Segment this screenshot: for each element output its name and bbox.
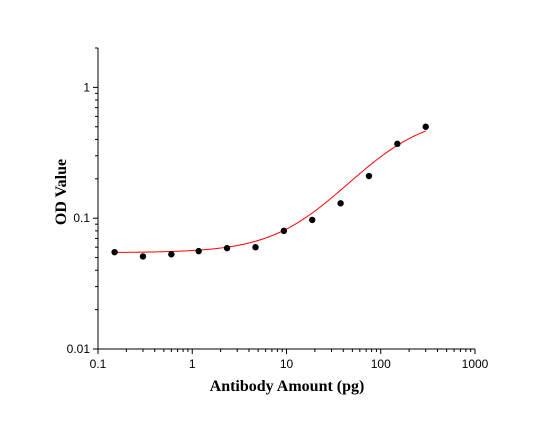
x-tick-label: 1 (189, 357, 196, 371)
x-tick-label: 100 (371, 357, 391, 371)
x-tick-label: 10 (280, 357, 294, 371)
data-point (223, 244, 231, 252)
y-tick-label: 1 (83, 80, 90, 94)
data-point (365, 172, 373, 180)
x-axis-title: Antibody Amount (pg) (210, 378, 365, 395)
fit-curve-group (114, 130, 426, 253)
y-tick-label: 0.1 (73, 211, 90, 225)
data-point (422, 123, 429, 130)
y-axis-title: OD Value (53, 159, 70, 225)
data-point (195, 247, 202, 255)
x-tick-label: 0.1 (90, 357, 107, 371)
data-point (337, 200, 344, 207)
data-point (111, 248, 118, 256)
x-tick-label: 1000 (462, 357, 489, 371)
data-point (309, 216, 316, 224)
data-point (139, 253, 147, 260)
data-point (168, 251, 175, 258)
data-points (111, 123, 429, 260)
data-point (280, 227, 288, 235)
y-tick-label: 0.01 (67, 342, 91, 356)
data-point (252, 244, 259, 251)
axes (97, 48, 475, 350)
fit-curve (114, 130, 426, 253)
data-point (394, 140, 401, 148)
